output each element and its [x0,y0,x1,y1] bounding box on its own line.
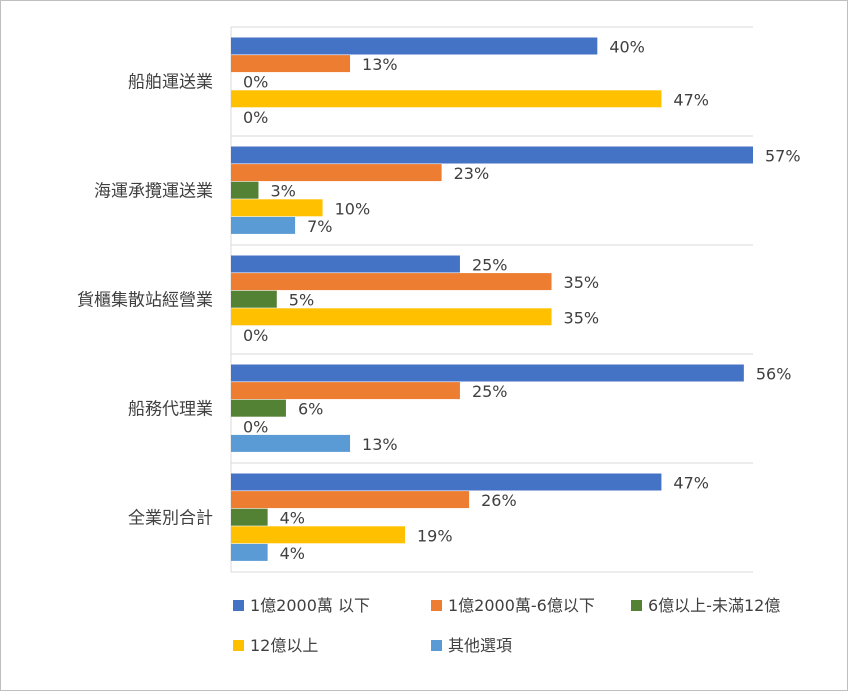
legend-swatch [631,600,642,611]
bar [231,491,470,509]
data-label: 0% [243,73,268,92]
category-label: 船務代理業 [128,400,213,420]
data-label: 10% [335,199,371,218]
category-label: 海運承攬運送業 [94,182,213,202]
data-label: 47% [673,90,709,109]
bar [231,308,552,326]
data-label: 13% [362,55,398,74]
data-label: 0% [243,326,268,345]
bar [231,90,662,108]
legend-label: 1億2000萬 以下 [250,596,370,615]
category-separators [231,26,753,573]
category-label: 貨櫃集散站經營業 [77,291,213,311]
data-label: 3% [270,182,295,201]
bar [231,290,277,308]
data-label: 7% [307,217,332,236]
bar [231,364,744,382]
bar [231,508,268,526]
legend-label: 其他選項 [448,636,512,655]
data-label: 13% [362,435,398,454]
data-label: 47% [673,474,709,493]
data-label: 4% [280,544,305,563]
data-label: 0% [243,417,268,436]
legend-swatch [431,640,442,651]
category-label: 船舶運送業 [128,73,213,93]
legend-label: 1億2000萬-6億以下 [448,596,595,615]
legend-swatch [431,600,442,611]
data-label: 25% [472,256,508,275]
data-label: 35% [564,308,600,327]
data-label: 57% [765,147,801,166]
legend: 1億2000萬 以下 1億2000萬-6億以下 6億以上-未滿12億 12億以上 其他選… [233,596,780,655]
bar [231,473,662,491]
bar [231,382,460,400]
data-label: 6% [298,400,323,419]
data-label: 35% [564,273,600,292]
data-label: 0% [243,108,268,127]
bar [231,543,268,561]
bar [231,199,323,217]
bar [231,255,460,273]
data-labels: 40% 13% 0% 47% 0% 57% 23% 3% 10%7% 25% 35% 5% 35% 0% 5… [243,38,801,563]
data-label: 23% [454,164,490,183]
bar [231,181,259,199]
bar [231,526,405,544]
bar [231,273,552,291]
bar [231,216,296,234]
bar [231,399,286,417]
data-label: 40% [609,38,645,57]
data-label: 4% [280,509,305,528]
legend-label: 6億以上-未滿12億 [648,596,780,615]
legend-swatch [233,640,244,651]
legend-label: 12億以上 [250,636,318,655]
bar [231,55,351,73]
bar [231,37,598,55]
data-label: 26% [481,491,517,510]
data-label: 5% [289,291,314,310]
category-label: 全業別合計 [128,509,213,529]
bar [231,146,753,164]
bars [231,37,753,561]
data-label: 19% [417,526,453,545]
bar [231,164,442,182]
data-label: 56% [756,365,792,384]
data-label: 25% [472,382,508,401]
legend-swatch [233,600,244,611]
bar [231,434,351,452]
